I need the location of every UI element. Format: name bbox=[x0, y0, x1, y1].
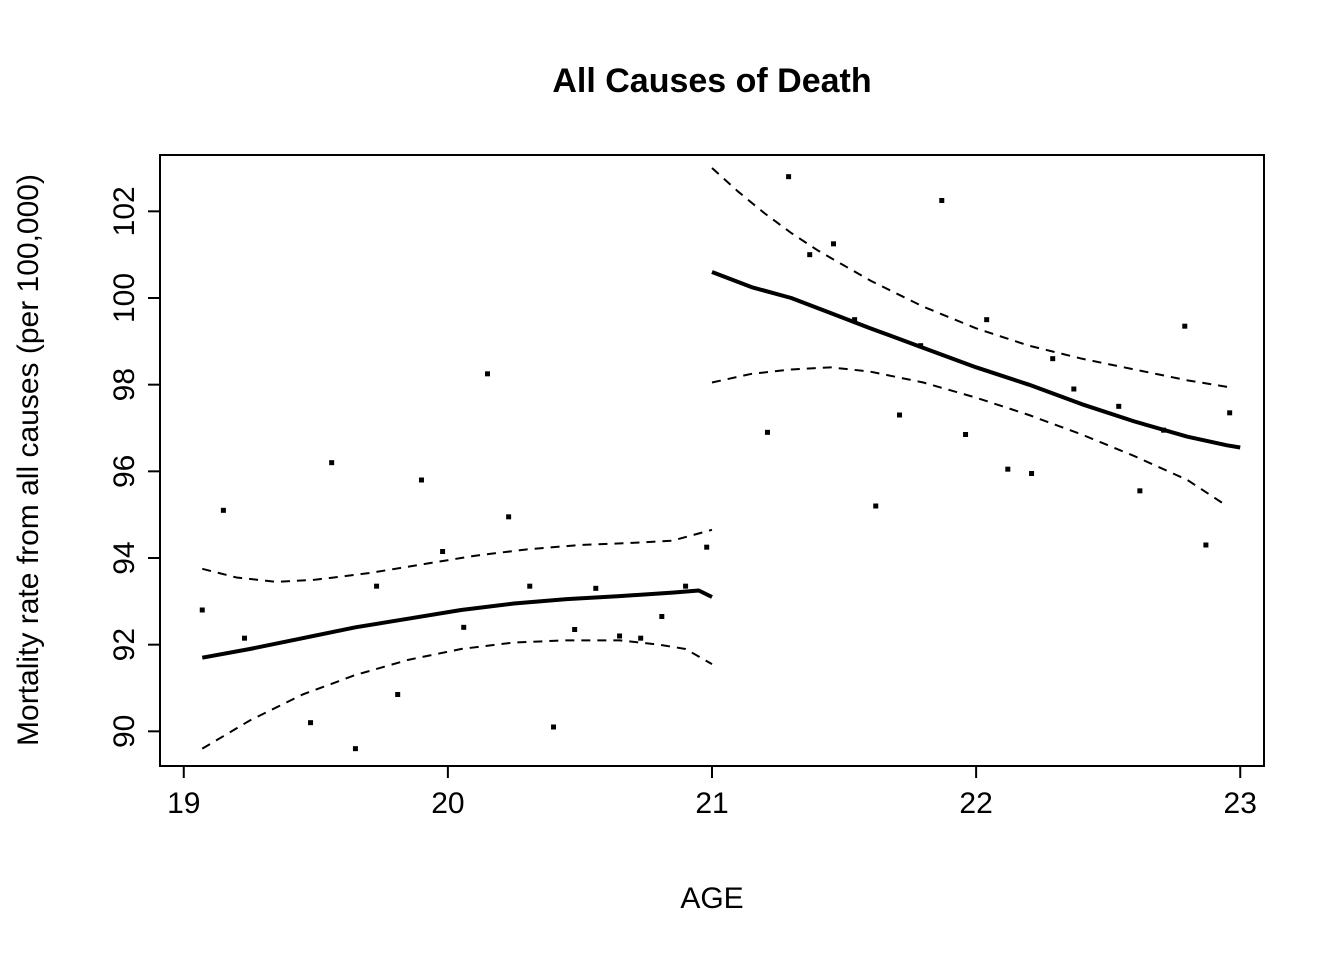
x-tick-label: 19 bbox=[167, 787, 200, 820]
data-point bbox=[830, 241, 836, 247]
x-tick-label: 20 bbox=[431, 787, 464, 820]
data-point bbox=[593, 585, 599, 591]
data-point bbox=[1182, 323, 1188, 329]
data-point bbox=[659, 614, 665, 619]
data-point bbox=[1137, 488, 1143, 494]
ci-lower-left bbox=[201, 639, 713, 750]
data-point bbox=[704, 544, 710, 550]
y-tick-label: 100 bbox=[108, 273, 141, 323]
fit-line-left bbox=[201, 588, 713, 660]
y-tick-label: 102 bbox=[108, 186, 141, 236]
data-point bbox=[852, 317, 858, 323]
data-point bbox=[395, 692, 401, 697]
data-point bbox=[308, 720, 314, 726]
data-point bbox=[220, 507, 226, 513]
x-tick-label: 23 bbox=[1224, 787, 1257, 820]
data-point bbox=[1116, 403, 1122, 409]
y-tick-label: 90 bbox=[108, 715, 141, 748]
y-tick-label: 92 bbox=[108, 628, 141, 661]
data-point bbox=[485, 371, 491, 377]
x-tick-label: 21 bbox=[695, 787, 728, 820]
chart-title: All Causes of Death bbox=[552, 62, 871, 100]
data-point bbox=[352, 746, 358, 752]
data-point bbox=[440, 549, 446, 554]
data-point bbox=[1227, 410, 1233, 416]
data-point bbox=[939, 198, 945, 203]
ci-upper-left bbox=[202, 528, 713, 583]
y-tick-label: 96 bbox=[108, 455, 141, 488]
y-axis-label: Mortality rate from all causes (per 100,… bbox=[12, 174, 45, 746]
data-point bbox=[683, 583, 689, 589]
data-point bbox=[1005, 466, 1011, 472]
data-point bbox=[506, 514, 512, 520]
data-point bbox=[1203, 542, 1209, 548]
data-point bbox=[199, 607, 205, 613]
x-tick-label: 22 bbox=[959, 787, 992, 820]
plot-area: 19 20 21 22 23 90 92 94 96 98 100 102 bbox=[108, 154, 1265, 820]
y-tick-label: 94 bbox=[108, 541, 141, 574]
data-point bbox=[242, 635, 248, 641]
data-point bbox=[1050, 356, 1056, 362]
data-point bbox=[1071, 386, 1077, 392]
ci-lower-right bbox=[711, 366, 1228, 507]
ci-upper-right bbox=[711, 167, 1228, 388]
data-point bbox=[984, 317, 990, 323]
data-point bbox=[764, 429, 770, 435]
data-point bbox=[786, 174, 792, 180]
fit-line-right bbox=[711, 270, 1241, 450]
data-point bbox=[374, 583, 380, 589]
data-point bbox=[572, 627, 578, 632]
x-axis-label: AGE bbox=[680, 882, 743, 915]
data-point bbox=[963, 432, 969, 437]
data-point bbox=[551, 724, 557, 730]
data-point bbox=[329, 460, 335, 466]
plot-box bbox=[159, 154, 1265, 767]
y-tick-label: 98 bbox=[108, 368, 141, 401]
data-point bbox=[638, 635, 644, 641]
data-point bbox=[461, 624, 467, 630]
data-point bbox=[1029, 471, 1035, 476]
data-point bbox=[418, 477, 424, 483]
data-point bbox=[897, 412, 903, 418]
data-point bbox=[617, 633, 623, 639]
data-point bbox=[873, 503, 879, 509]
data-point bbox=[527, 583, 533, 589]
data-point bbox=[807, 252, 813, 258]
